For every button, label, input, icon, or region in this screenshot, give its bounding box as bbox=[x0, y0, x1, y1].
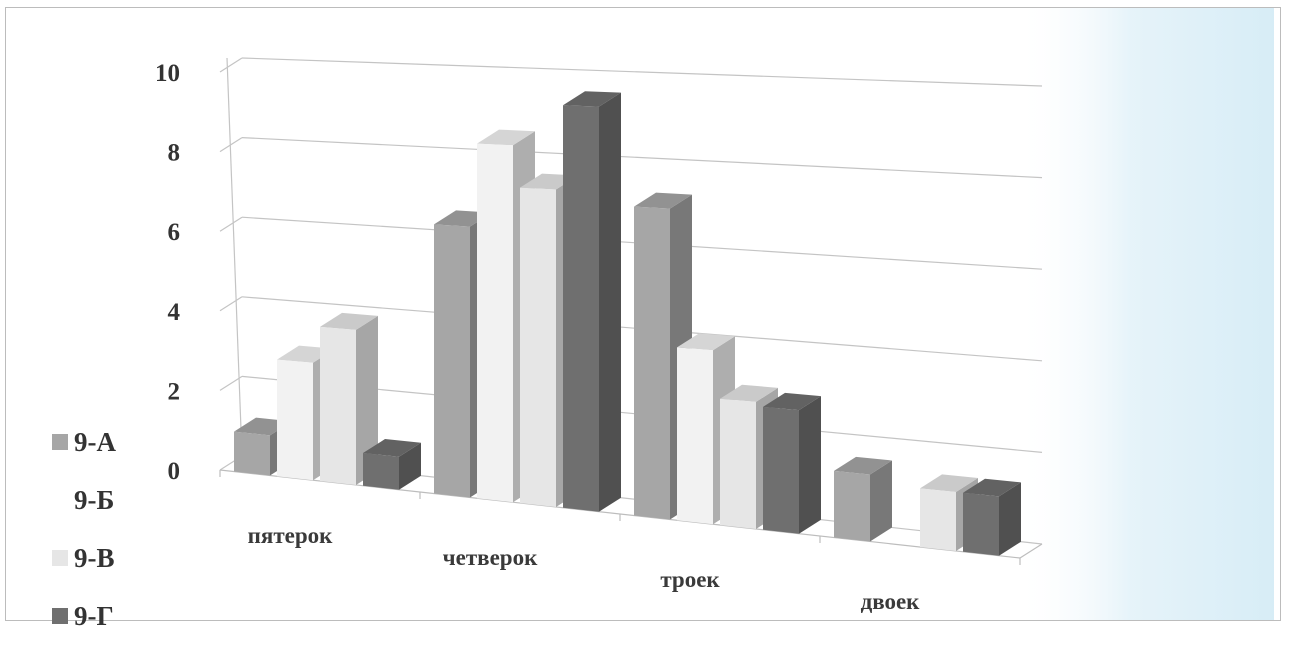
bar bbox=[320, 312, 378, 485]
y-tick-label: 0 bbox=[168, 458, 181, 485]
bar-front bbox=[634, 206, 670, 520]
gridline bbox=[241, 57, 1043, 87]
legend-label: 9-А bbox=[74, 426, 116, 457]
bar-side bbox=[356, 315, 378, 485]
gridline-side bbox=[219, 296, 243, 312]
bar-front bbox=[763, 406, 799, 534]
bar-top bbox=[363, 439, 421, 457]
bar-front bbox=[963, 492, 999, 556]
legend-swatch bbox=[52, 550, 68, 566]
gridline-side bbox=[219, 375, 243, 391]
bar-top bbox=[477, 129, 535, 146]
bar bbox=[834, 456, 892, 542]
bar bbox=[763, 392, 821, 534]
bar-top bbox=[320, 312, 378, 330]
bar bbox=[563, 91, 621, 512]
gridline bbox=[241, 137, 1043, 179]
chart-frame bbox=[5, 7, 1281, 621]
bar-front bbox=[277, 359, 313, 481]
legend-item-9v: 9-В bbox=[52, 529, 116, 587]
bar-front bbox=[434, 224, 470, 498]
x-tick-label: троек bbox=[660, 567, 720, 592]
bar-side bbox=[799, 396, 821, 534]
legend: 9-А 9-Б 9-В 9-Г bbox=[52, 413, 116, 645]
bar-top bbox=[920, 474, 978, 493]
legend-swatch bbox=[52, 434, 68, 450]
x-tick-label: двоек bbox=[861, 589, 921, 614]
gridline-side bbox=[219, 57, 243, 73]
bar-top bbox=[963, 478, 1021, 497]
bar-front bbox=[520, 187, 556, 507]
bar-side bbox=[999, 482, 1021, 556]
bar-front bbox=[320, 326, 356, 485]
bar bbox=[363, 439, 421, 490]
bars bbox=[234, 91, 1021, 556]
legend-label: 9-Г bbox=[74, 600, 114, 631]
bar-front bbox=[234, 431, 270, 476]
y-tick-label: 6 bbox=[168, 219, 181, 246]
bar-side bbox=[870, 460, 892, 542]
legend-item-9g: 9-Г bbox=[52, 587, 116, 645]
y-tick-label: 2 bbox=[168, 378, 181, 405]
y-axis-ticks: 0 2 4 6 8 10 bbox=[155, 60, 181, 485]
legend-swatch bbox=[52, 492, 68, 508]
x-tick-label: четверок bbox=[443, 545, 538, 570]
bar-front bbox=[563, 105, 599, 512]
y-tick-label: 10 bbox=[155, 60, 180, 87]
bar-top bbox=[563, 91, 621, 107]
bar-front bbox=[477, 143, 513, 503]
bar-side bbox=[399, 442, 421, 490]
bar-front bbox=[363, 453, 399, 490]
bar-front bbox=[920, 488, 956, 551]
bar-front bbox=[720, 398, 756, 529]
gridline-side bbox=[219, 216, 243, 232]
bar-top bbox=[677, 333, 735, 351]
bar-top bbox=[720, 384, 778, 402]
floor-edge bbox=[1019, 543, 1043, 559]
legend-item-9b: 9-Б bbox=[52, 471, 116, 529]
legend-swatch bbox=[52, 608, 68, 624]
legend-label: 9-В bbox=[74, 542, 115, 573]
x-axis-labels: пятерок четверок троек двоек bbox=[248, 523, 921, 614]
bar-side bbox=[599, 92, 621, 512]
bar-front bbox=[677, 347, 713, 525]
bar-front bbox=[834, 470, 870, 542]
x-tick-label: пятерок bbox=[248, 523, 333, 548]
y-tick-label: 4 bbox=[168, 299, 181, 326]
bar-top bbox=[634, 192, 692, 209]
bar bbox=[963, 478, 1021, 556]
legend-item-9a: 9-А bbox=[52, 413, 116, 471]
y-tick-label: 8 bbox=[168, 140, 181, 167]
y-axis-line bbox=[226, 57, 243, 457]
bar-top bbox=[763, 392, 821, 411]
bar-top bbox=[834, 456, 892, 475]
legend-label: 9-Б bbox=[74, 484, 115, 515]
gridline-side bbox=[219, 137, 243, 153]
bar-chart: 0 2 4 6 8 10 пятерок четверок троек двоек bbox=[155, 8, 1274, 620]
